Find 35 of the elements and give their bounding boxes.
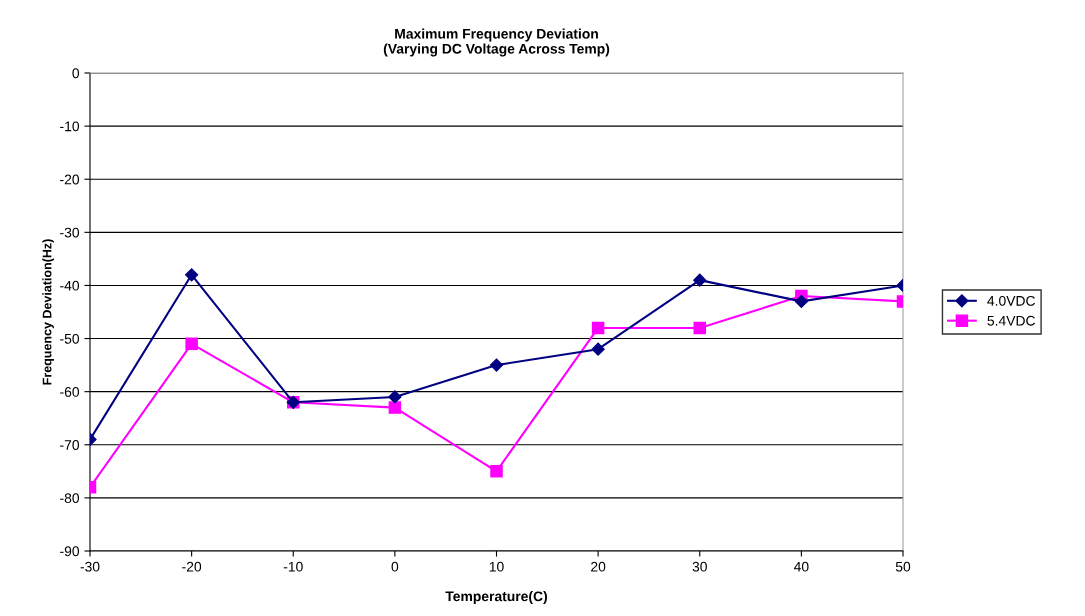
x-tick-label: 40 — [793, 561, 809, 572]
legend-label: 4.0VDC — [987, 295, 1036, 306]
point — [693, 321, 707, 335]
y-tick-label: -30 — [60, 227, 80, 238]
x-tick-label: 50 — [895, 561, 911, 572]
x-tick-label: 0 — [391, 561, 399, 572]
point — [185, 337, 198, 351]
point — [591, 342, 605, 356]
x-tick-label: 20 — [591, 561, 606, 572]
y-tick-label: -60 — [60, 387, 80, 397]
y-tick-label: -40 — [60, 280, 80, 291]
x-axis-title: Temperature(C) — [445, 591, 548, 604]
x-tick-label: -10 — [283, 561, 303, 572]
y-tick-label: -70 — [60, 440, 80, 450]
point — [490, 465, 503, 478]
point — [388, 390, 402, 404]
y-tick-label: -10 — [60, 121, 80, 132]
y-tick-label: -90 — [60, 546, 80, 557]
point — [489, 358, 504, 372]
x-tick-label: -30 — [80, 561, 100, 572]
x-tick-label: 30 — [692, 561, 707, 572]
x-tick-label: 10 — [489, 561, 504, 572]
point — [591, 321, 605, 335]
y-tick-label: -20 — [60, 174, 80, 185]
point — [388, 401, 402, 414]
y-tick-label: -80 — [60, 493, 80, 504]
y-tick-label: -50 — [60, 333, 80, 344]
chart-title: Maximum Frequency Deviation (Varying DC Voltage Across Temp) — [383, 28, 610, 57]
y-tick-label: 0 — [72, 68, 80, 79]
legend-label: 5.4VDC — [987, 315, 1036, 326]
y-axis-title: Frequency Deviation(Hz) — [42, 239, 54, 385]
x-tick-label: -20 — [182, 561, 202, 572]
point — [693, 273, 707, 287]
point — [794, 294, 808, 308]
point — [185, 268, 199, 282]
